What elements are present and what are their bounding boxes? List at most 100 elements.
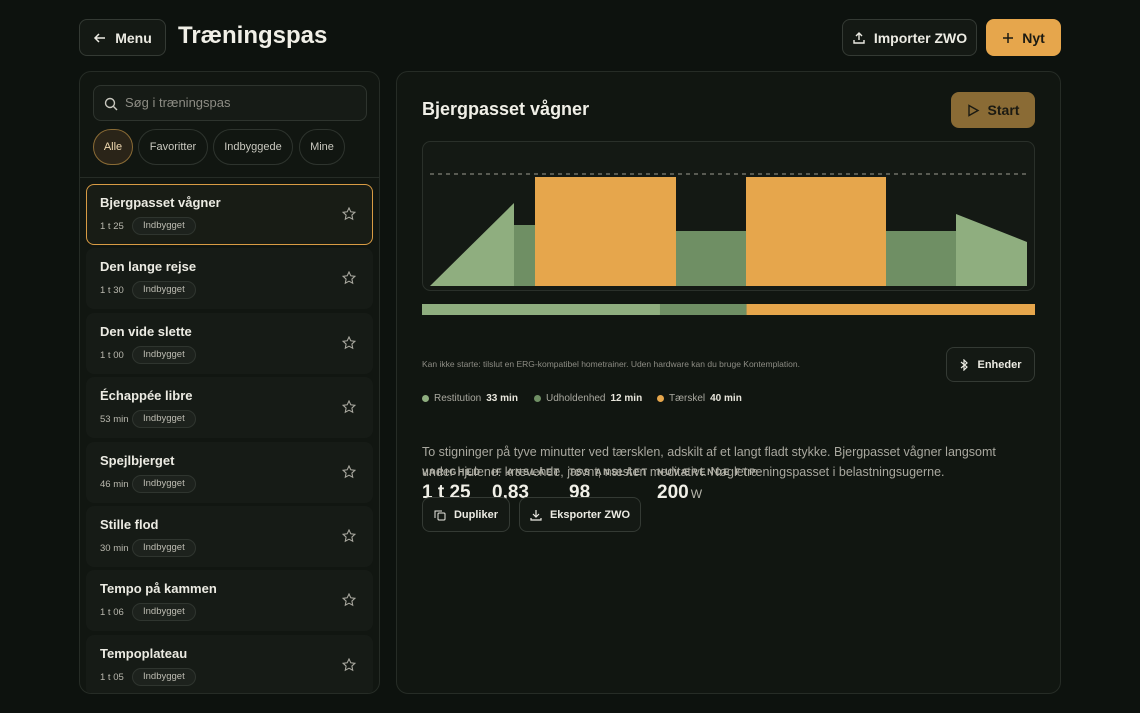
item-badge: Indbygget <box>132 410 196 429</box>
workout-item[interactable]: Échappée libre 53 min Indbygget <box>86 377 373 439</box>
new-button[interactable]: Nyt <box>986 19 1061 56</box>
favorite-star[interactable] <box>342 271 356 285</box>
start-button[interactable]: Start <box>951 92 1035 128</box>
item-duration: 30 min <box>100 543 129 554</box>
workout-item[interactable]: Tempo på kammen 1 t 06 Indbygget <box>86 570 373 632</box>
zone-bar <box>422 304 1035 315</box>
legend-dot <box>422 395 429 402</box>
duplicate-label: Dupliker <box>453 508 498 521</box>
detail-panel: Bjergpasset vågner Start Restitution 33 m… <box>396 71 1061 694</box>
legend-name: Restitution <box>434 393 482 404</box>
start-label: Start <box>987 102 1020 118</box>
legend-entry: Udholdenhed 12 min <box>534 393 642 404</box>
stat-value: 200 <box>657 482 689 503</box>
item-badge: Indbygget <box>132 474 196 493</box>
favorite-star[interactable] <box>342 207 356 221</box>
units-label: Enheder <box>977 358 1022 371</box>
interval <box>746 177 886 286</box>
item-duration: 1 t 05 <box>100 671 124 683</box>
stat-unit: W <box>690 487 703 501</box>
workout-item[interactable]: Tempoplateau 1 t 05 Indbygget <box>86 634 373 693</box>
bluetooth-icon <box>961 358 969 371</box>
copy-icon <box>434 510 446 520</box>
zone-segment <box>422 304 660 315</box>
item-duration: 1 t 06 <box>100 607 124 619</box>
favorite-star[interactable] <box>342 657 356 672</box>
zone-unit: min <box>724 393 742 404</box>
filter-pill[interactable]: Alle <box>93 129 133 165</box>
star-shape <box>342 271 356 285</box>
zone-minutes: 33 <box>486 393 498 404</box>
stat-label: IF ANSLÅET <box>492 467 561 477</box>
menu-label: Menu <box>115 29 152 46</box>
favorite-star[interactable] <box>342 529 356 543</box>
workout-item[interactable]: Den lange rejse 1 t 30 Indbygget <box>86 248 373 310</box>
legend-dot <box>657 395 664 402</box>
item-name: Bjergpasset vågner <box>100 195 221 210</box>
search-placeholder: Søg i træningspas <box>125 95 231 110</box>
legend-value: 33 min <box>486 393 518 404</box>
item-badge: Indbygget <box>132 345 196 364</box>
favorite-star[interactable] <box>342 464 356 479</box>
workout-item[interactable]: Bjergpasset vågner 1 t 25 Indbygget <box>86 184 373 245</box>
zone-segment <box>659 304 747 315</box>
item-badge: Indbygget <box>132 667 196 686</box>
stat-label: TSS ANSLÅET <box>569 467 649 477</box>
item-duration: 46 min <box>100 478 129 490</box>
item-name: Tempo på kammen <box>100 581 217 597</box>
export-button[interactable]: Eksporter ZWO <box>519 497 641 532</box>
item-badge: Indbygget <box>132 217 196 235</box>
import-label: Importer ZWO <box>873 29 968 46</box>
search-box[interactable]: Søg i træningspas <box>93 85 367 121</box>
favorite-star[interactable] <box>342 400 356 414</box>
units-button[interactable]: Enheder <box>946 347 1035 382</box>
stat-label: NUVÆRENDE FTP <box>657 467 757 477</box>
workout-item[interactable]: Den vide slette 1 t 00 Indbygget <box>86 312 373 374</box>
zone-minutes: 40 <box>710 393 722 404</box>
block <box>514 225 535 286</box>
favorite-star[interactable] <box>342 335 356 350</box>
menu-button[interactable]: Menu <box>79 19 166 56</box>
play-icon <box>967 103 979 117</box>
stat-value-row: 200 W <box>657 482 757 504</box>
filter-pill[interactable]: Favoritter <box>138 129 208 165</box>
back-icon <box>94 32 106 43</box>
workout-item[interactable]: Stille flod 30 min Indbygget <box>86 506 373 567</box>
star-shape <box>342 657 356 672</box>
legend-dot <box>534 395 541 402</box>
duplicate-button[interactable]: Dupliker <box>422 497 510 532</box>
zone-minutes: 12 <box>610 393 622 404</box>
notice: Kan ikke starte: tilslut en ERG-kompatib… <box>422 359 800 369</box>
description: To stigninger på tyve minutter ved tærsk… <box>422 445 996 479</box>
item-badge: Indbygget <box>132 539 196 557</box>
filter-pill[interactable]: Mine <box>299 129 345 165</box>
new-label: Nyt <box>1022 29 1045 46</box>
stat: NUVÆRENDE FTP 200 W <box>657 467 757 504</box>
star-shape <box>342 593 356 607</box>
star-shape <box>342 335 356 350</box>
legend-entry: Restitution 33 min <box>422 393 518 404</box>
item-badge: Indbygget <box>132 281 196 300</box>
item-name: Stille flod <box>100 517 159 532</box>
item-duration: 1 t 25 <box>100 221 124 232</box>
item-name: Den lange rejse <box>100 259 197 275</box>
legend-name: Udholdenhed <box>546 393 606 404</box>
filter-pill[interactable]: Indbyggede <box>213 129 293 165</box>
block <box>886 231 956 286</box>
cooldown <box>956 214 1027 286</box>
warmup <box>430 203 514 286</box>
divider <box>80 177 379 178</box>
legend-value: 12 min <box>611 393 643 404</box>
favorite-star[interactable] <box>342 593 356 607</box>
import-button[interactable]: Importer ZWO <box>842 19 977 56</box>
item-name: Spejlbjerget <box>100 452 175 468</box>
item-duration: 1 t 00 <box>100 349 124 361</box>
interval <box>535 177 676 286</box>
zone-unit: min <box>500 393 518 404</box>
workout-item[interactable]: Spejlbjerget 46 min Indbygget <box>86 441 373 503</box>
item-name: Tempoplateau <box>100 645 188 661</box>
workout-profile <box>422 141 1035 291</box>
upload-icon <box>853 31 865 44</box>
